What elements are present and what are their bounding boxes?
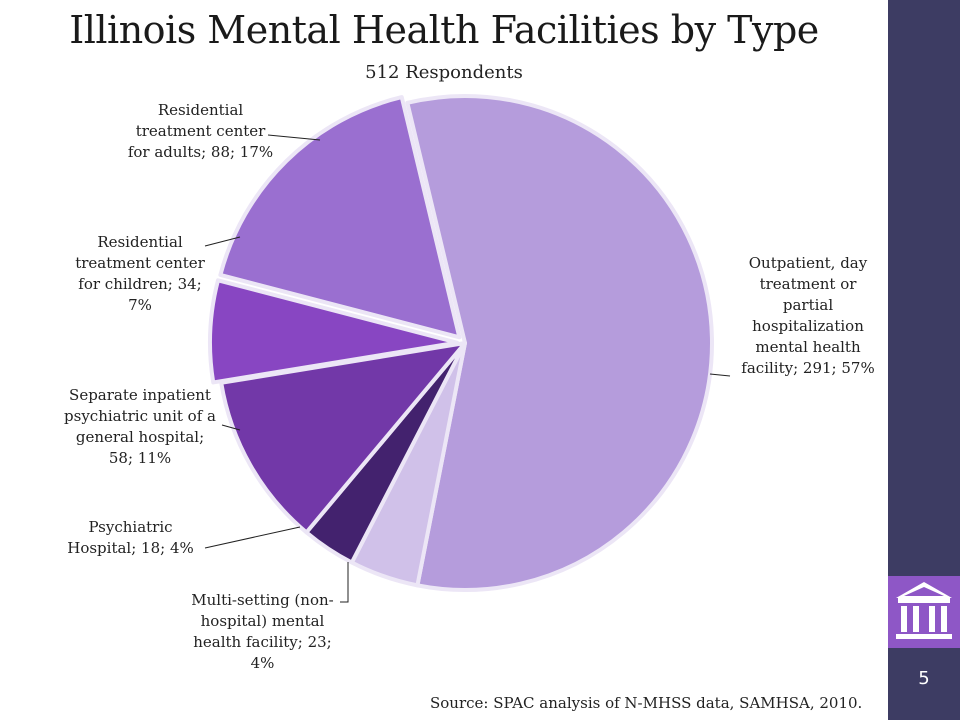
slice-label: Multi-setting (non-hospital) mental healt…	[191, 591, 334, 672]
slice-label: Psychiatric Hospital; 18; 4%	[67, 518, 194, 557]
pie-chart	[204, 94, 731, 603]
leader-line	[204, 526, 301, 549]
pie-slice	[405, 94, 714, 592]
leader-line	[340, 562, 349, 603]
pie-slice	[208, 278, 460, 385]
pie-slice	[219, 341, 467, 535]
source-note: Source: SPAC analysis of N-MHSS data, SA…	[430, 694, 863, 712]
slice-label: Outpatient, day treatment or partial hospit…	[741, 254, 875, 377]
slice-label: Residential treatment center for children;…	[75, 233, 205, 314]
leader-line	[267, 134, 321, 141]
chart-subtitle: 512 Respondents	[365, 62, 523, 83]
chart-title: Illinois Mental Health Facilities by Typ…	[69, 8, 819, 52]
logo-box	[888, 576, 960, 648]
building-columns-icon	[896, 582, 952, 639]
pie-slice	[218, 95, 462, 340]
leader-line	[204, 236, 241, 247]
leader-line	[709, 373, 731, 377]
slice-label: Residential treatment center for adults; 8…	[127, 101, 274, 161]
page-number: 5	[918, 668, 930, 689]
leader-line	[221, 424, 241, 431]
